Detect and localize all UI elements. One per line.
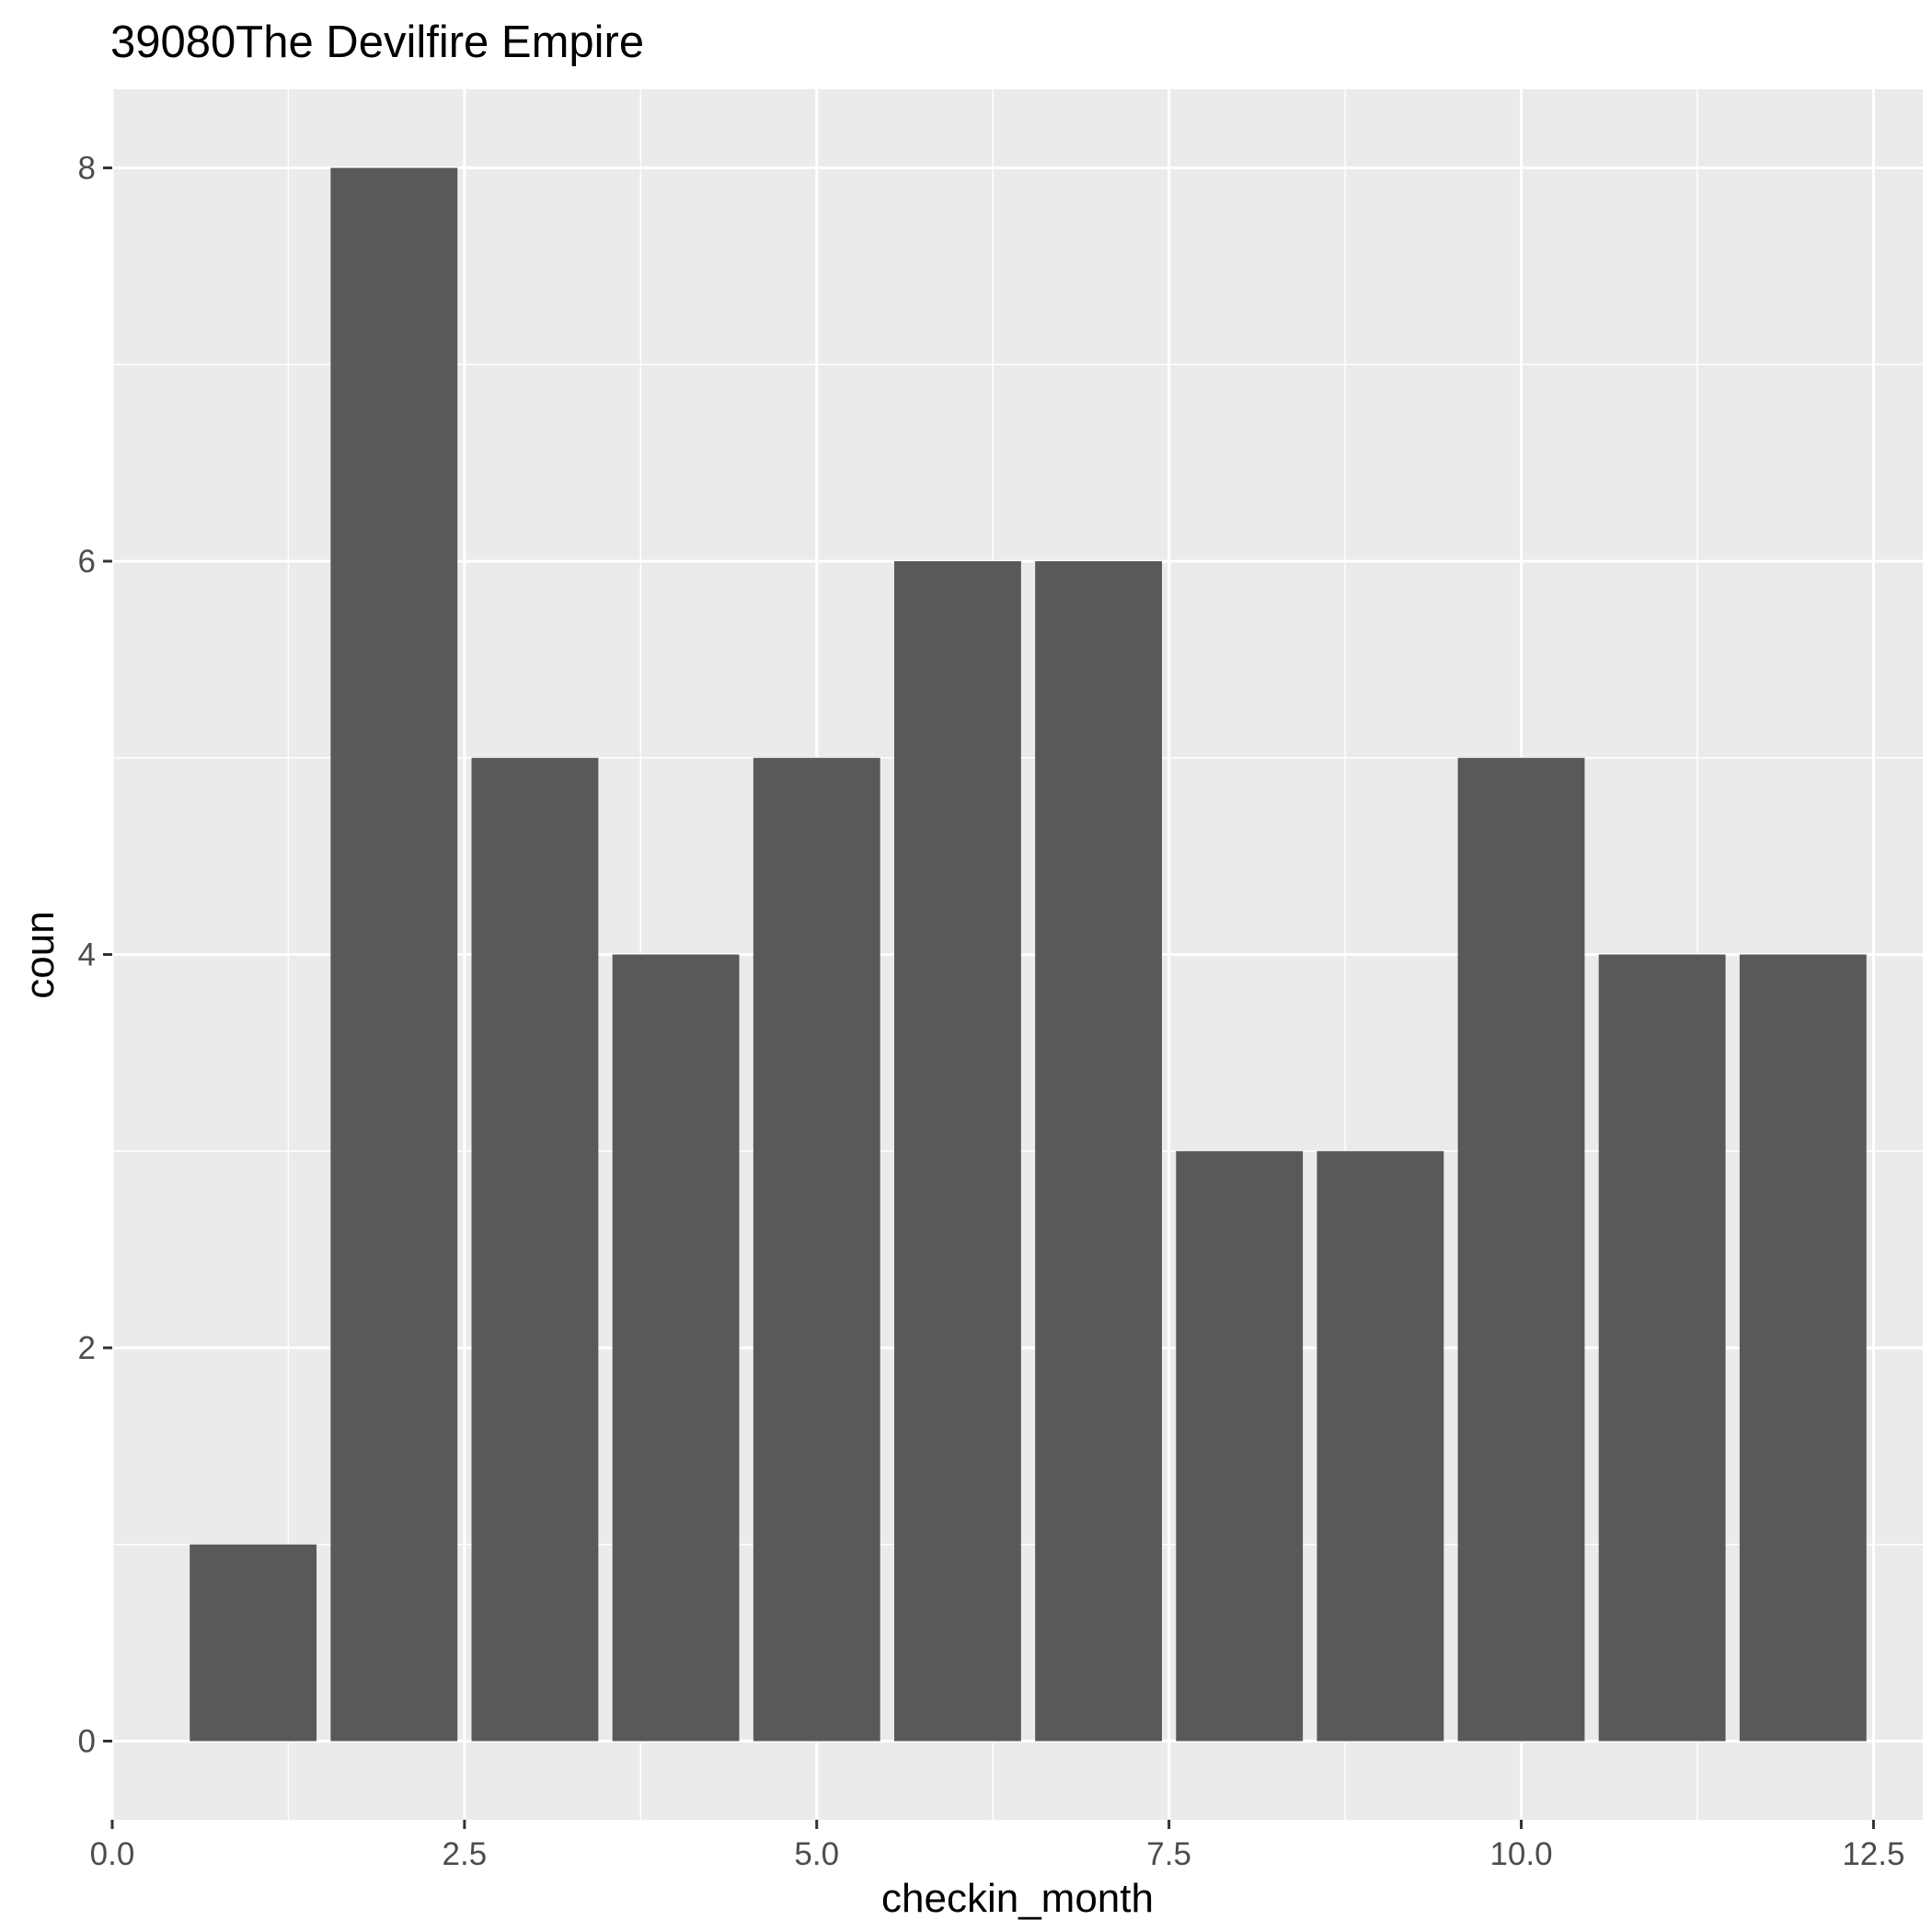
bar bbox=[1598, 954, 1726, 1742]
bar bbox=[893, 561, 1021, 1742]
x-tick-label: 10.0 bbox=[1489, 1836, 1552, 1872]
bar bbox=[471, 757, 599, 1742]
x-axis: 0.0 2.5 5.0 7.5 10.0 12.5 bbox=[90, 1820, 1904, 1872]
bar bbox=[1176, 1151, 1304, 1742]
bar bbox=[1317, 1151, 1444, 1742]
y-tick-label: 0 bbox=[78, 1724, 96, 1760]
y-tick-label: 4 bbox=[78, 937, 96, 973]
x-tick-label: 7.5 bbox=[1146, 1836, 1191, 1872]
bar bbox=[330, 167, 458, 1742]
bar bbox=[190, 1544, 317, 1742]
x-axis-title: checkin_month bbox=[881, 1876, 1154, 1921]
bar bbox=[1457, 757, 1585, 1742]
x-tick-label: 0.0 bbox=[90, 1836, 135, 1872]
bar bbox=[753, 757, 880, 1742]
bar bbox=[1739, 954, 1867, 1742]
x-tick-label: 2.5 bbox=[443, 1836, 488, 1872]
y-tick-label: 6 bbox=[78, 544, 96, 580]
x-tick-label: 12.5 bbox=[1842, 1836, 1904, 1872]
y-tick-label: 2 bbox=[78, 1330, 96, 1366]
chart-title: 39080The Devilfire Empire bbox=[110, 17, 644, 67]
y-tick-label: 8 bbox=[78, 151, 96, 187]
bar bbox=[1035, 561, 1162, 1742]
bars bbox=[190, 167, 1867, 1742]
bar bbox=[612, 954, 740, 1742]
y-axis: 0 2 4 6 8 bbox=[78, 151, 112, 1760]
x-tick-label: 5.0 bbox=[794, 1836, 839, 1872]
y-axis-title: coun bbox=[17, 911, 63, 998]
